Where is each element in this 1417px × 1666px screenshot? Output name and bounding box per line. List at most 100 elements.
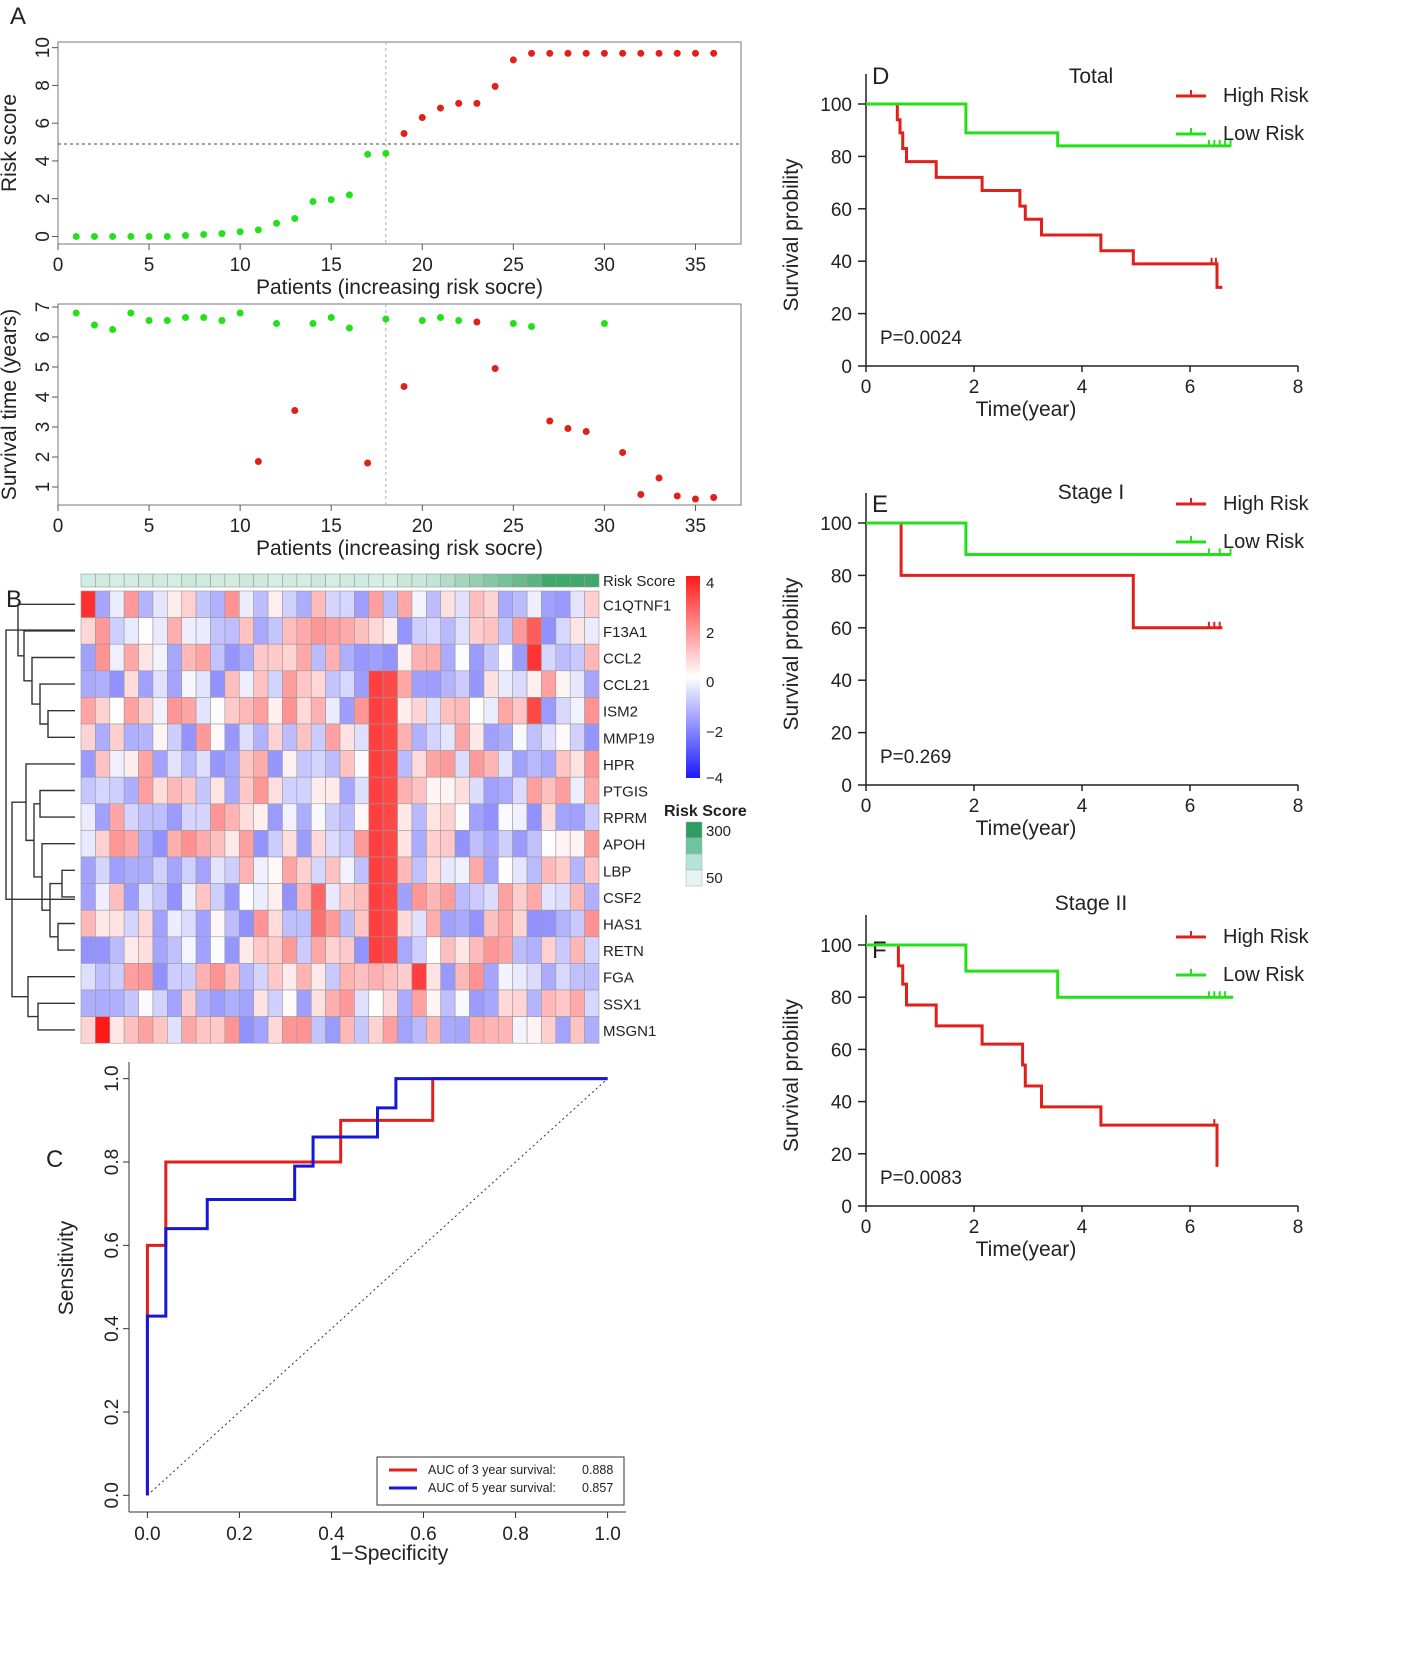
heatmap-cell [541, 963, 557, 991]
heatmap-cell [325, 1016, 341, 1044]
heatmap-cell [354, 856, 370, 884]
heatmap-cell [584, 856, 600, 884]
heatmap-cell [152, 1016, 168, 1044]
heatmap-cell [310, 1016, 326, 1044]
heatmap-cell [541, 1016, 557, 1044]
heatmap-cell [440, 697, 456, 725]
heatmap-cell [411, 750, 427, 778]
heatmap-cell [210, 803, 226, 831]
heatmap-cell [267, 697, 283, 725]
heatmap-cell [497, 936, 513, 964]
data-point [345, 324, 353, 332]
heatmap-cell [526, 750, 542, 778]
heatmap-cell [497, 723, 513, 751]
heatmap-cell [411, 963, 427, 991]
heatmap-cell [382, 803, 398, 831]
x-tick-label: 8 [1293, 1217, 1304, 1238]
risk-score-cell [210, 573, 226, 588]
heatmap-cell [296, 617, 312, 645]
heatmap-cell [195, 856, 211, 884]
heatmap-cell [569, 909, 585, 938]
heatmap-cell [397, 909, 413, 938]
heatmap-cell [469, 883, 485, 911]
heatmap-cell [411, 670, 427, 698]
heatmap-cell [339, 590, 355, 618]
heatmap-cell [354, 617, 370, 645]
heatmap-cell [109, 803, 125, 831]
heatmap-cell [80, 803, 96, 831]
data-point [600, 320, 608, 327]
data-point [528, 323, 536, 330]
heatmap-cell [167, 776, 183, 805]
heatmap-cell [426, 776, 442, 805]
heatmap-cell [584, 936, 600, 964]
heatmap-cell [569, 643, 585, 672]
heatmap-cell [195, 723, 211, 751]
heatmap-cell [253, 830, 269, 858]
km-title: Stage II [1055, 892, 1127, 915]
data-point [218, 317, 226, 324]
gene-label: MSGN1 [603, 1023, 656, 1040]
heatmap-cell [426, 670, 442, 698]
heatmap-cell [382, 723, 398, 751]
heatmap-cell [483, 750, 499, 778]
y-tick-label: 6 [33, 118, 54, 129]
heatmap-cell [253, 963, 269, 991]
heatmap-cell [483, 590, 499, 618]
heatmap-cell [253, 643, 269, 672]
heatmap-cell [512, 883, 528, 911]
heatmap-cell [267, 963, 283, 991]
heatmap-cell [238, 643, 254, 672]
heatmap-cell [339, 670, 355, 698]
x-tick-label: 4 [1077, 1217, 1088, 1238]
heatmap-cell [109, 830, 125, 858]
risk-score-cell [224, 573, 240, 588]
heatmap-cell [224, 1016, 240, 1044]
heatmap-cell [426, 936, 442, 964]
heatmap-cell [167, 643, 183, 672]
x-tick-label: 0 [53, 516, 64, 537]
heatmap-cell [80, 723, 96, 751]
heatmap-cell [310, 830, 326, 858]
risk-score-cell [95, 573, 111, 588]
dendrogram-branch [49, 882, 62, 938]
heatmap-cell [195, 909, 211, 938]
heatmap-cell [296, 723, 312, 751]
heatmap-cell [411, 936, 427, 964]
heatmap-cell [296, 697, 312, 725]
heatmap-cell [109, 723, 125, 751]
risk-score-cell [526, 573, 542, 588]
heatmap-cell [282, 936, 298, 964]
data-point [673, 492, 681, 500]
heatmap-cell [282, 963, 298, 991]
heatmap-cell [123, 830, 139, 858]
heatmap-cell [224, 989, 240, 1017]
roc-legend-label: AUC of 3 year survival: [428, 1463, 556, 1477]
risk-score-cell [584, 573, 600, 588]
heatmap-cell [325, 856, 341, 884]
heatmap-cell [454, 883, 470, 911]
heatmap-cell [555, 803, 571, 831]
data-point [619, 449, 627, 456]
heatmap-cell [454, 750, 470, 778]
y-tick-label: 0.2 [102, 1399, 123, 1425]
heatmap-cell [282, 590, 298, 618]
heatmap-cell [368, 776, 384, 805]
heatmap-cell [483, 989, 499, 1017]
data-point [200, 314, 208, 321]
heatmap-cell [123, 883, 139, 911]
heatmap-cell [195, 989, 211, 1017]
risk-score-cell [123, 573, 139, 588]
gene-label: FGA [603, 970, 634, 987]
heatmap-cell [526, 989, 542, 1017]
y-tick-label: 2 [33, 193, 54, 204]
heatmap-cell [267, 723, 283, 751]
heatmap-cell [555, 617, 571, 645]
heatmap-cell [382, 989, 398, 1017]
heatmap-cell [497, 1016, 513, 1044]
roc-curve-3-year [145, 1077, 608, 1496]
dendrogram-branch [39, 683, 75, 725]
x-tick-label: 25 [503, 255, 524, 276]
gene-label: PTGIS [603, 784, 648, 801]
heatmap-cell [181, 803, 197, 831]
